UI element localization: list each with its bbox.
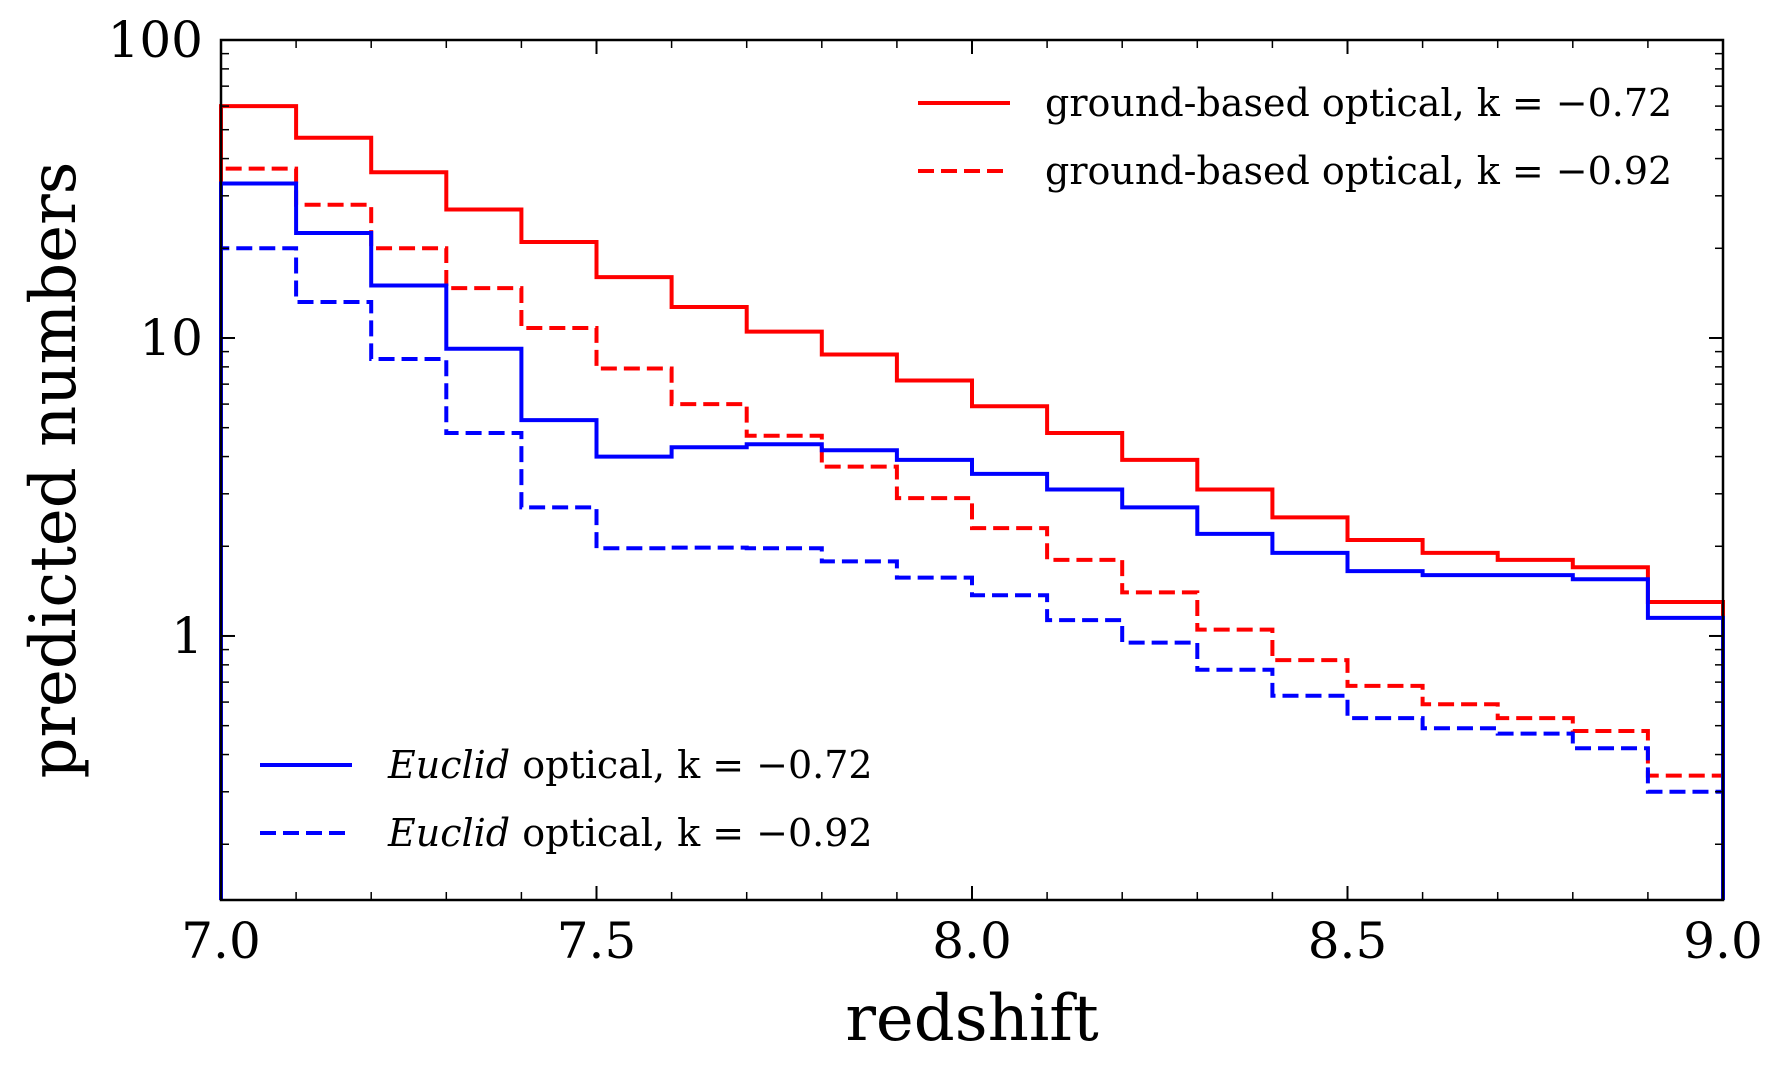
legend-label: Euclid optical, k = −0.72 [387,743,873,787]
series-line-3 [219,181,1725,900]
x-tick-label: 7.5 [557,912,637,970]
series-line-4 [219,246,1725,900]
legend-label-prefix: Euclid [387,743,510,787]
legend-label-prefix: ground-based optical [1045,149,1453,193]
legend-upper: ground-based optical, k = −0.72ground-ba… [918,81,1672,193]
series-line-1 [219,104,1725,900]
series-layer [219,104,1725,900]
legend-label-suffix: , k = −0.72 [1453,81,1673,125]
plot-frame [219,38,1725,902]
minor-ticks [221,40,1723,900]
legend-label-prefix: ground-based optical [1045,81,1453,125]
x-tick-label: 8.5 [1308,912,1388,970]
legend-label: ground-based optical, k = −0.72 [1045,81,1672,125]
legend-label-suffix: optical, k = −0.92 [510,811,872,855]
y-axis-label: predicted numbers [17,161,91,778]
series-line-2 [219,166,1725,900]
legend-label-suffix: optical, k = −0.72 [510,743,872,787]
x-axis-label: redshift [845,982,1099,1056]
y-tick-label: 10 [139,309,203,367]
x-tick-label: 7.0 [181,912,261,970]
legend-label-suffix: , k = −0.92 [1453,149,1673,193]
x-tick-labels: 7.0 7.5 8.0 8.5 9.0 [181,912,1763,970]
y-tick-labels: 1 10 100 [108,11,203,665]
legend-label: ground-based optical, k = −0.92 [1045,149,1672,193]
x-tick-label: 9.0 [1683,912,1763,970]
legend-label: Euclid optical, k = −0.92 [387,811,873,855]
x-tick-label: 8.0 [932,912,1012,970]
y-tick-label: 100 [108,11,203,69]
legend-label-prefix: Euclid [387,811,510,855]
y-tick-label: 1 [171,607,203,665]
